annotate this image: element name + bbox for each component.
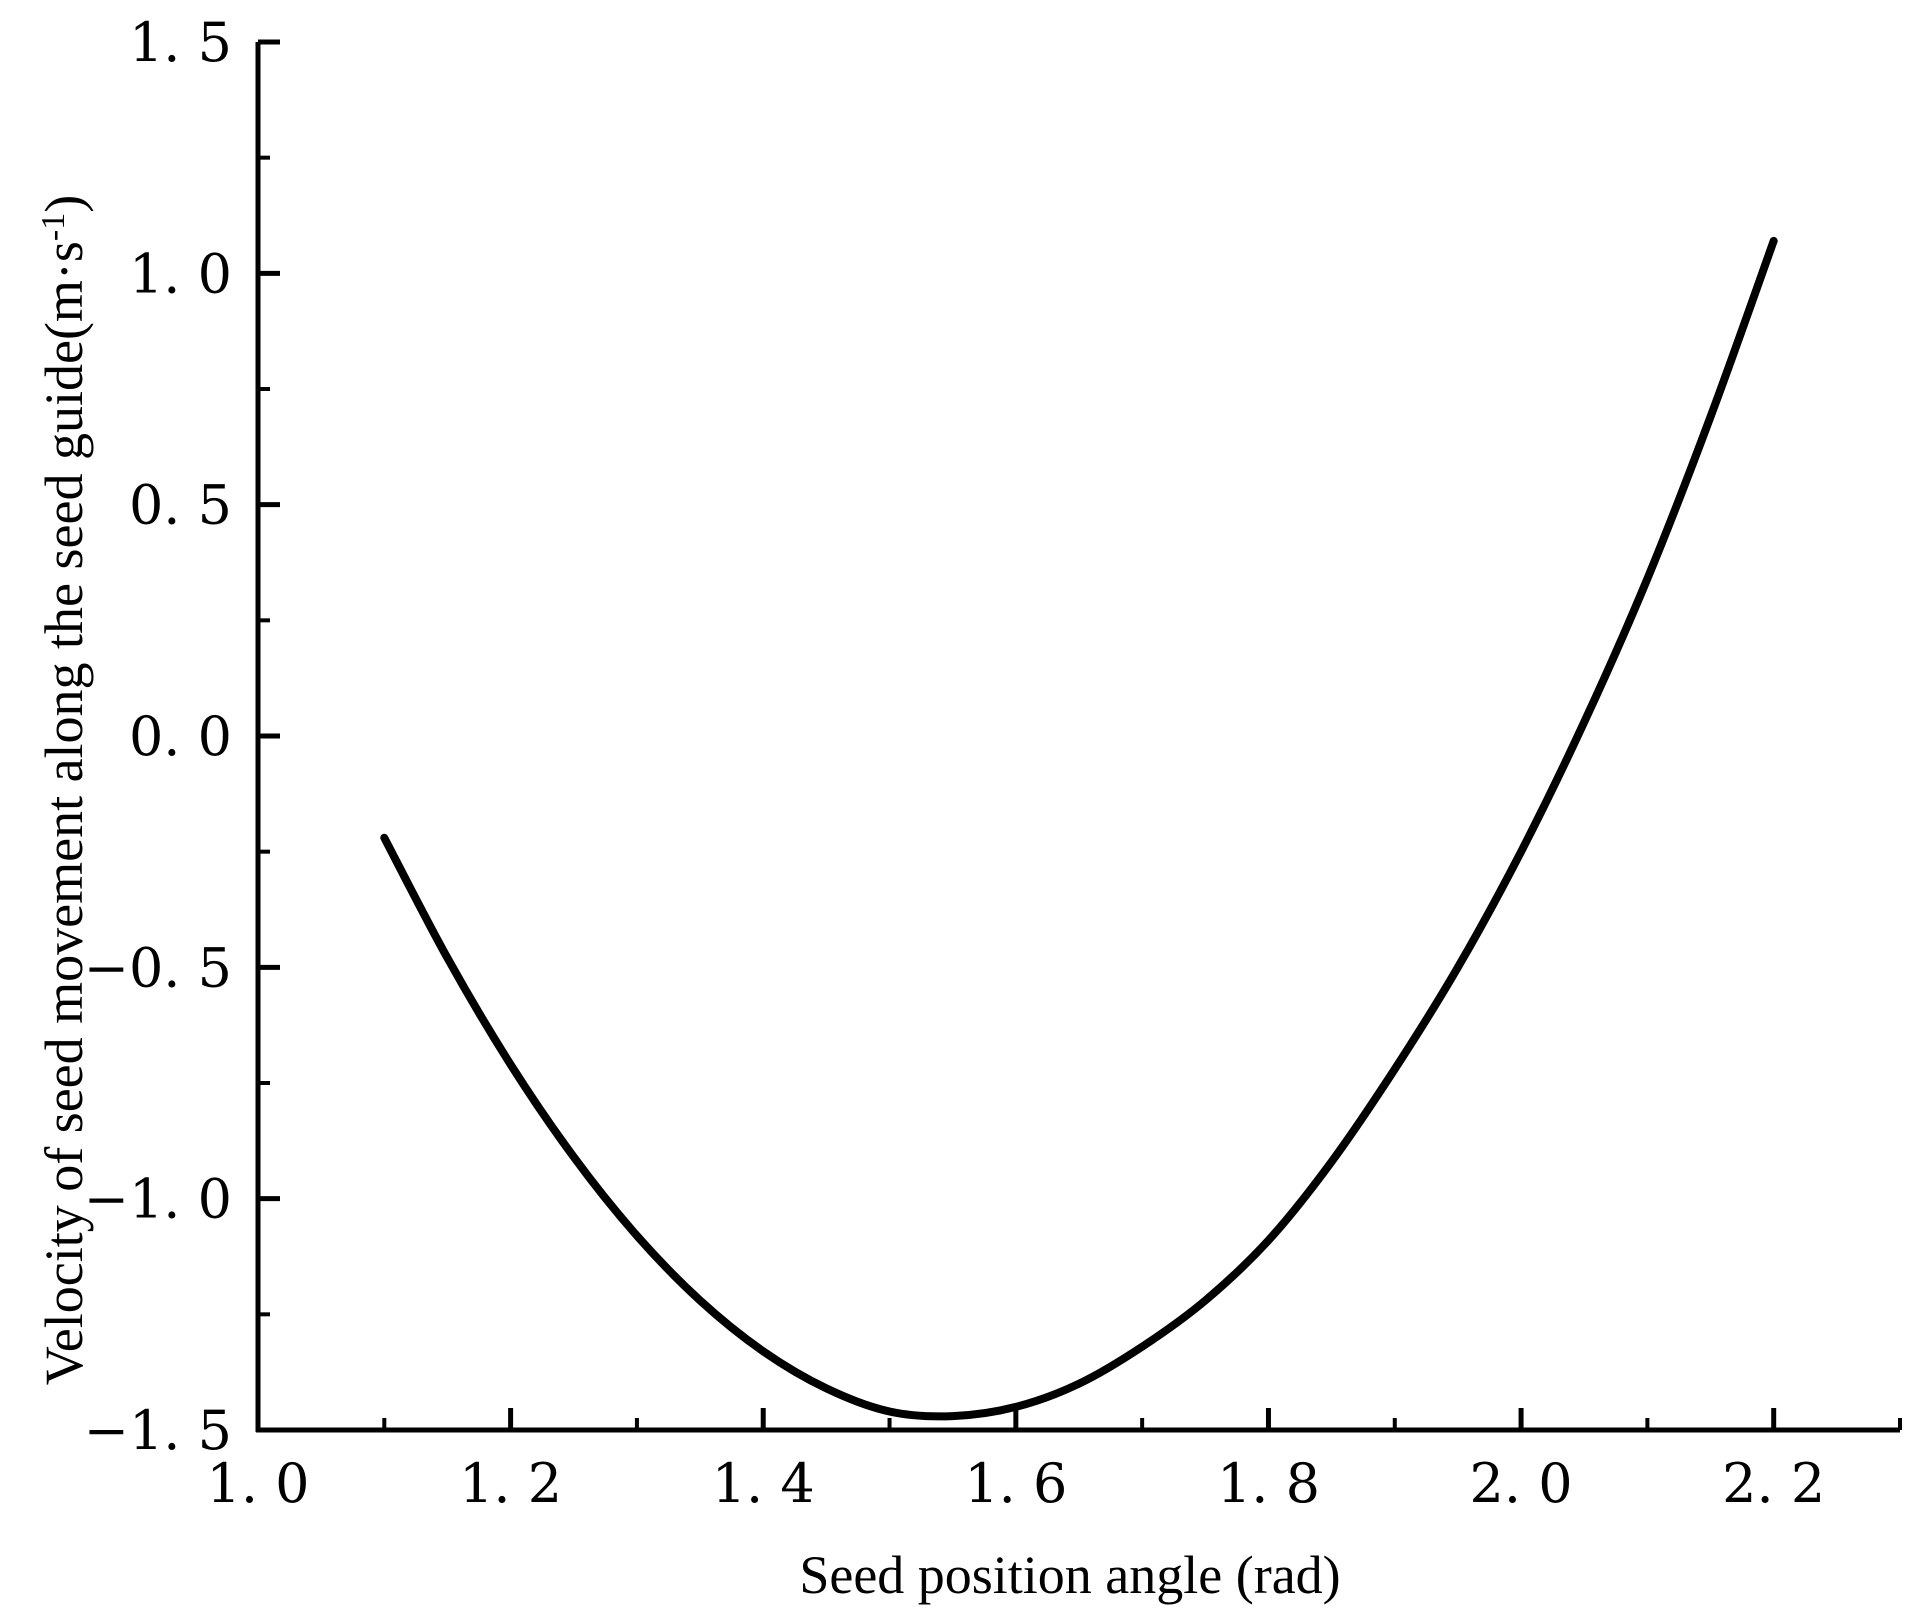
y-tick-label: −1. 5 — [84, 1399, 232, 1462]
y-tick-labels: 1. 5 1. 0 0. 5 0. 0 −0. 5 −1. 0 −1. 5 — [84, 11, 232, 1462]
x-tick-labels: 1. 0 1. 2 1. 4 1. 6 1. 8 2. 0 2. 2 — [206, 1452, 1825, 1515]
y-axis-title-close: ) — [34, 195, 94, 213]
minor-ticks — [258, 155, 1902, 1430]
series-layer — [380, 236, 1778, 1421]
y-tick-label: 0. 5 — [129, 474, 232, 537]
y-axis-title-main: Velocity of seed movement along the seed… — [34, 241, 94, 1385]
x-tick-label: 1. 0 — [206, 1452, 309, 1515]
y-tick-label: 1. 0 — [129, 242, 232, 305]
x-axis-title: Seed position angle (rad) — [799, 1545, 1340, 1605]
y-tick-label: −1. 0 — [84, 1168, 232, 1231]
y-axis-title: Velocity of seed movement along the seed… — [34, 195, 94, 1386]
x-tick-label: 1. 2 — [459, 1452, 562, 1515]
x-tick-label: 1. 6 — [964, 1452, 1067, 1515]
y-axis-title-superscript: -1 — [35, 213, 72, 241]
major-ticks — [255, 39, 1777, 1433]
x-tick-label: 1. 4 — [712, 1452, 815, 1515]
series-line-0 — [380, 236, 1778, 1421]
y-tick-label: −0. 5 — [84, 936, 232, 999]
y-tick-label: 1. 5 — [129, 11, 232, 74]
y-tick-label: 0. 0 — [129, 705, 232, 768]
x-tick-label: 2. 0 — [1470, 1452, 1573, 1515]
x-tick-label: 2. 2 — [1722, 1452, 1825, 1515]
x-tick-label: 1. 8 — [1217, 1452, 1320, 1515]
